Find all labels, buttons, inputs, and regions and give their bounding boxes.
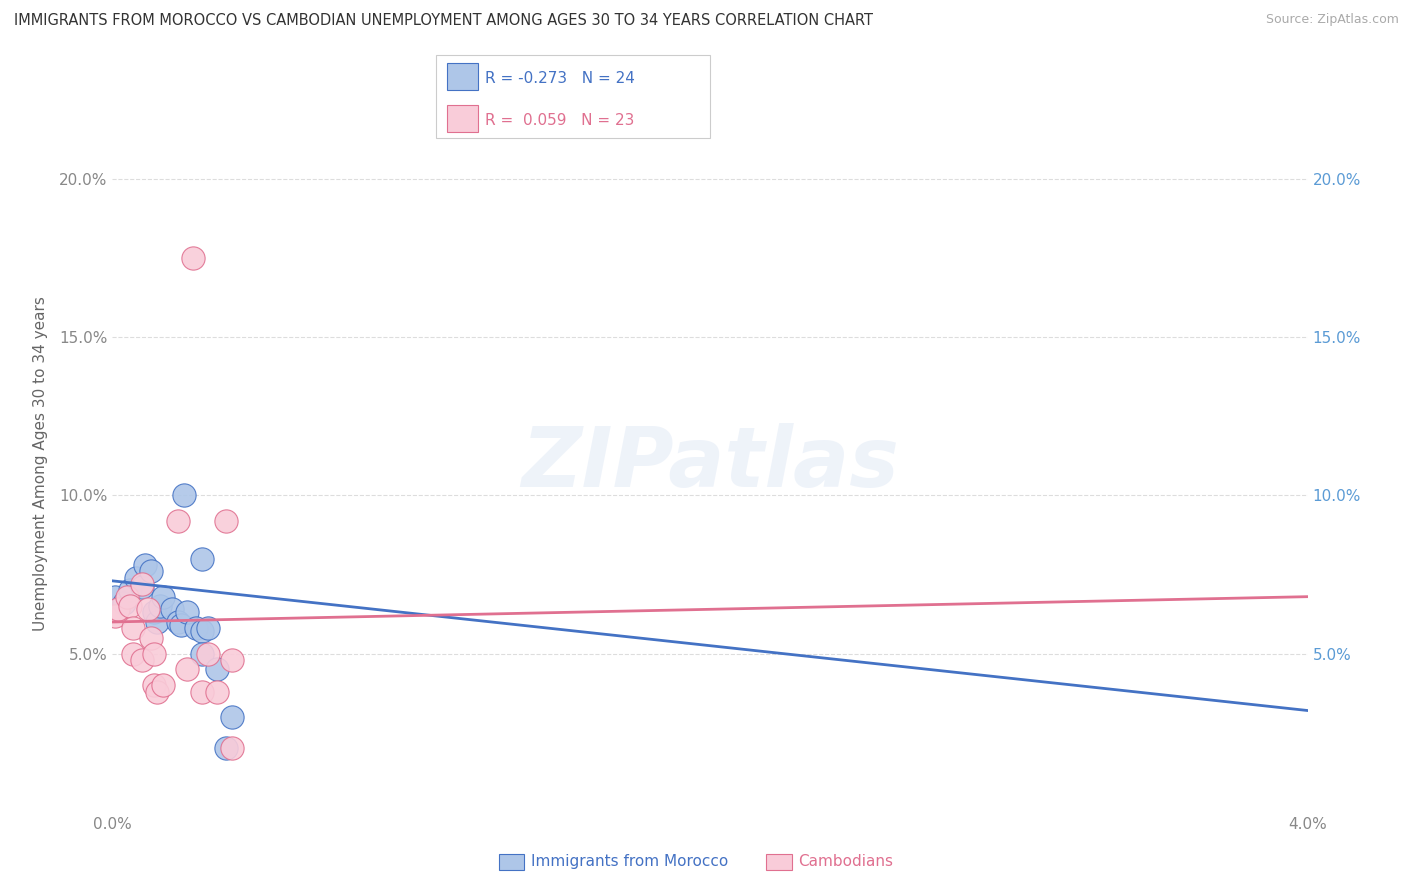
Point (221, 653, 243, 667)
Text: R = -0.273   N = 24: R = -0.273 N = 24 (485, 71, 636, 86)
Point (146, 684, 169, 698)
Point (191, 624, 214, 639)
Point (186, 621, 208, 635)
Point (215, 741, 238, 756)
Point (162, 602, 183, 616)
Point (122, 621, 145, 635)
Text: IMMIGRANTS FROM MOROCCO VS CAMBODIAN UNEMPLOYMENT AMONG AGES 30 TO 34 YEARS CORR: IMMIGRANTS FROM MOROCCO VS CAMBODIAN UNE… (14, 13, 873, 29)
Point (143, 678, 166, 692)
Point (120, 583, 142, 598)
Text: R =  0.059   N = 23: R = 0.059 N = 23 (485, 112, 634, 128)
Point (205, 662, 228, 676)
Point (107, 602, 129, 616)
Point (205, 684, 228, 698)
Point (221, 710, 243, 724)
Point (173, 488, 195, 502)
Point (134, 558, 156, 572)
Text: Immigrants from Morocco: Immigrants from Morocco (531, 855, 728, 869)
Text: Source: ZipAtlas.com: Source: ZipAtlas.com (1265, 13, 1399, 27)
Point (170, 618, 193, 632)
Point (141, 565, 163, 579)
Point (104, 608, 127, 623)
Text: ZIPatlas: ZIPatlas (522, 424, 898, 504)
Point (215, 514, 238, 528)
Point (197, 647, 219, 661)
Point (167, 615, 190, 629)
Point (152, 590, 174, 604)
Point (149, 599, 172, 614)
Point (143, 606, 166, 620)
Point (176, 606, 198, 620)
Text: Cambodians: Cambodians (799, 855, 894, 869)
Point (143, 647, 166, 661)
Point (221, 741, 243, 756)
Point (141, 631, 163, 645)
Point (138, 602, 160, 616)
Point (125, 571, 148, 585)
Point (117, 590, 139, 604)
Point (131, 580, 153, 594)
Point (122, 647, 145, 661)
Point (131, 653, 153, 667)
Point (152, 678, 174, 692)
Y-axis label: Unemployment Among Ages 30 to 34 years: Unemployment Among Ages 30 to 34 years (34, 296, 48, 632)
Point (120, 599, 142, 614)
Point (191, 684, 214, 698)
Point (191, 551, 214, 566)
Point (181, 252, 204, 266)
Point (146, 615, 169, 629)
Point (104, 590, 127, 604)
Point (197, 621, 219, 635)
Point (131, 577, 153, 591)
Point (167, 514, 190, 528)
Point (191, 647, 214, 661)
Point (176, 662, 198, 676)
Point (114, 596, 135, 610)
